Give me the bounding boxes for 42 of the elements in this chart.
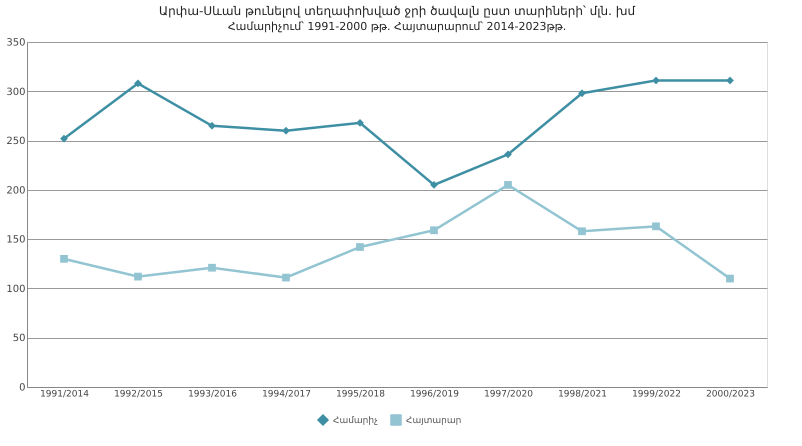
point — [578, 89, 586, 98]
x-tick-label: 2000/2023 — [706, 390, 755, 400]
y-tick-label: 250 — [6, 136, 26, 148]
point — [652, 76, 660, 84]
chart-title: Արփա-Սևան թունելով տեղափոխված ջրի ծավալն ըստ տարիների՝ մլն. խմ — [158, 4, 636, 18]
x-tick-label: 1996/2019 — [410, 390, 460, 400]
y-tick-label: 200 — [6, 185, 26, 196]
point — [60, 254, 68, 263]
x-tick-label: 1992/2015 — [114, 390, 163, 400]
point — [430, 226, 438, 234]
point — [282, 126, 290, 135]
point — [356, 118, 364, 127]
legend-label: Համարիչ — [333, 416, 378, 426]
x-tick-label: 1993/2016 — [188, 390, 238, 400]
y-tick-label: 50 — [12, 333, 26, 344]
y-tick-label: 350 — [6, 38, 26, 48]
point — [504, 150, 512, 158]
x-tick-label: 1999/2022 — [632, 390, 681, 400]
point — [356, 243, 364, 251]
point — [208, 122, 216, 130]
x-tick-label: 1991/2014 — [40, 390, 90, 400]
point — [282, 274, 290, 282]
x-tick-label: 1998/2021 — [558, 390, 607, 400]
point — [134, 272, 142, 280]
point — [726, 76, 734, 84]
point — [430, 181, 438, 189]
x-tick-label: 1994/2017 — [262, 390, 311, 400]
chart-subtitle: Համարիչում՝ 1991-2000 թթ. Հայտարարում՝ 2014-2023թթ. — [228, 20, 566, 33]
y-tick-label: 0 — [19, 382, 26, 394]
point — [208, 264, 216, 272]
point — [652, 222, 660, 230]
point — [60, 134, 68, 142]
y-tick-label: 150 — [6, 234, 26, 246]
point — [504, 181, 512, 189]
point — [726, 274, 734, 282]
y-tick-label: 300 — [6, 86, 26, 98]
x-tick-label: 1995/2018 — [336, 390, 386, 400]
point — [134, 80, 142, 88]
point — [578, 227, 586, 236]
legend-label: Հայտարար — [406, 416, 462, 426]
x-tick-label: 1997/2020 — [484, 390, 534, 400]
y-tick-label: 100 — [6, 284, 26, 295]
